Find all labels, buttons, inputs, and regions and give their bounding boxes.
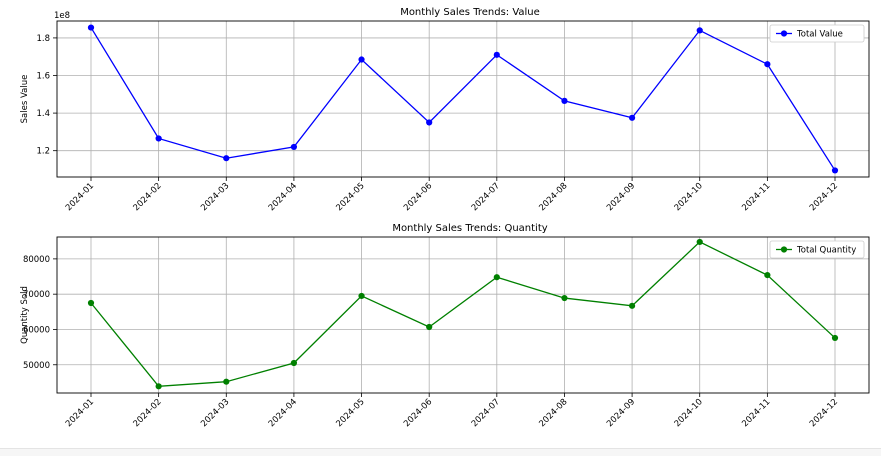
data-point — [493, 274, 500, 281]
y-offset-label: 1e8 — [54, 11, 70, 21]
y-tick-label: 60000 — [23, 325, 50, 335]
data-point — [493, 51, 500, 58]
data-point — [426, 323, 433, 331]
series-line-1 — [90, 241, 836, 387]
data-point — [87, 24, 95, 31]
x-tick-label: 2024-08 — [537, 397, 569, 429]
data-point — [290, 359, 298, 367]
x-tick-label: 2024-10 — [673, 397, 705, 429]
y-axis-label: Quantity Sold — [20, 286, 30, 344]
chart-panel-2: 50000 60000 70000 80000 2024-01 2024-02 2024-0… — [20, 223, 870, 429]
chart-panel-1: 1.2 1.4 1.6 1.8 2024-01 2024-02 2024-03 2024-04… — [20, 7, 870, 213]
x-tick-label: 2024-03 — [199, 397, 231, 429]
x-tick-label: 2024-01 — [64, 397, 96, 429]
x-tick-label: 2024-07 — [470, 397, 502, 429]
data-point — [358, 56, 365, 63]
legend-box — [769, 240, 865, 259]
bottom-strip — [0, 448, 881, 456]
legend-marker — [780, 246, 788, 253]
data-point — [290, 143, 298, 151]
legend-label: Total Value — [796, 30, 843, 40]
x-tick-label: 2024-06 — [402, 181, 434, 213]
data-point — [696, 27, 703, 34]
x-tick-label: 2024-11 — [740, 397, 772, 429]
x-tick-label: 2024-02 — [132, 181, 164, 213]
x-tick-label: 2024-05 — [334, 397, 366, 429]
legend-label: Total Quantity — [796, 246, 856, 256]
data-point — [155, 135, 162, 142]
x-tick-label: 2024-06 — [402, 397, 434, 429]
y-tick-label: 1.2 — [36, 147, 50, 157]
plot-area — [57, 237, 869, 393]
data-point — [831, 167, 839, 174]
data-point — [155, 383, 162, 390]
y-tick-label: 1.8 — [36, 34, 50, 44]
data-point — [764, 272, 771, 279]
x-tick-label: 2024-09 — [605, 181, 637, 213]
data-point — [223, 155, 230, 162]
x-tick-label: 2024-03 — [199, 181, 231, 213]
x-tick-label: 2024-01 — [64, 181, 96, 213]
y-tick-label: 1.4 — [36, 109, 50, 119]
series-line-1 — [90, 27, 836, 171]
y-tick-label: 50000 — [23, 361, 50, 371]
y-axis-label: Sales Value — [20, 75, 30, 124]
plot-frame — [56, 236, 870, 394]
x-tick-label: 2024-09 — [605, 397, 637, 429]
data-point — [628, 114, 636, 121]
x-tick-label: 2024-04 — [267, 397, 299, 429]
x-tick-label: 2024-10 — [673, 181, 705, 213]
legend-marker — [780, 30, 788, 37]
data-point — [628, 302, 636, 309]
x-tick-label: 2024-08 — [537, 181, 569, 213]
data-point — [831, 334, 839, 342]
data-point — [764, 61, 771, 68]
x-tick-label: 2024-04 — [267, 181, 299, 213]
x-tick-label: 2024-07 — [470, 181, 502, 213]
data-point — [561, 294, 568, 302]
y-tick-label: 1.6 — [36, 72, 50, 82]
x-tick-label: 2024-12 — [808, 397, 840, 429]
data-point — [426, 119, 433, 126]
legend: Total Value — [769, 24, 865, 43]
legend: Total Quantity — [769, 240, 865, 259]
chart-title: Monthly Sales Trends: Value — [400, 7, 540, 18]
x-tick-label: 2024-05 — [334, 181, 366, 213]
plot-area — [57, 21, 869, 177]
data-point — [223, 378, 230, 385]
x-tick-label: 2024-12 — [808, 181, 840, 213]
legend-box — [769, 24, 865, 43]
data-point — [696, 238, 703, 246]
x-tick-label: 2024-02 — [132, 397, 164, 429]
y-tick-label: 80000 — [23, 255, 50, 265]
data-point — [87, 299, 95, 307]
data-point — [561, 97, 568, 104]
plot-frame — [56, 20, 870, 178]
y-tick-label: 70000 — [23, 290, 50, 300]
x-tick-label: 2024-11 — [740, 181, 772, 213]
chart-title: Monthly Sales Trends: Quantity — [392, 223, 547, 234]
data-point — [358, 292, 365, 300]
